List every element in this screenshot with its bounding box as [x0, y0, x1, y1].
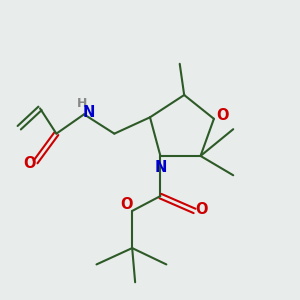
- Text: O: O: [23, 156, 35, 171]
- Text: H: H: [76, 97, 87, 110]
- Text: N: N: [154, 160, 167, 175]
- Text: O: O: [217, 108, 229, 123]
- Text: O: O: [120, 197, 133, 212]
- Text: O: O: [195, 202, 207, 217]
- Text: N: N: [82, 105, 95, 120]
